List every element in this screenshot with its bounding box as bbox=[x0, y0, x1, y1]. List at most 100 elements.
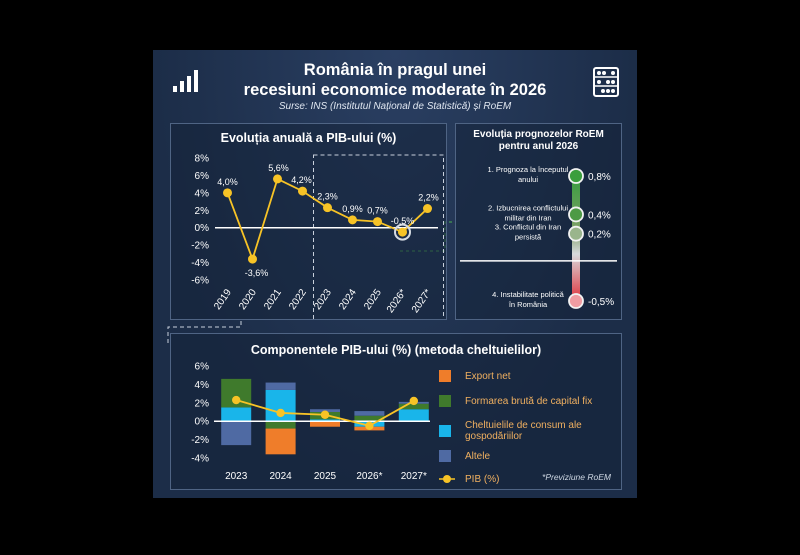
y-tick-label: -4% bbox=[191, 454, 209, 465]
data-point bbox=[348, 215, 357, 225]
data-label: -0,5% bbox=[391, 216, 415, 226]
page-title-line1: România în pragul unei bbox=[303, 61, 487, 79]
footnote: *Previziune RoEM bbox=[542, 472, 611, 482]
data-label: 4,0% bbox=[217, 177, 238, 187]
bar-segment bbox=[265, 382, 296, 390]
y-tick-label: -2% bbox=[191, 435, 209, 446]
data-point bbox=[423, 204, 432, 214]
y-tick-label: 6% bbox=[195, 171, 210, 182]
x-tick-label: 2024 bbox=[269, 471, 292, 482]
gdp-components-panel: Componentele PIB-ului (%) (metoda cheltu… bbox=[170, 333, 622, 490]
bar-segment bbox=[354, 415, 385, 422]
y-tick-label: -6% bbox=[191, 276, 209, 287]
forecast-value-label: -0,5% bbox=[588, 297, 614, 308]
x-tick-label: 2026* bbox=[356, 471, 382, 482]
data-point bbox=[298, 186, 307, 196]
forecast-point-label: anului bbox=[518, 175, 538, 184]
gdp-components-chart: 6% 4% 2% 0% -2% -4% 2023 2024 2025 2026* 2027* bbox=[191, 362, 430, 482]
forecast-highlight-box bbox=[313, 154, 444, 319]
x-tick-label: 2019 bbox=[212, 287, 234, 312]
forecast-point bbox=[568, 293, 584, 309]
y-tick-label: 0% bbox=[195, 223, 210, 234]
data-point bbox=[323, 203, 332, 213]
forecast-point-label: în România bbox=[508, 300, 548, 309]
legend-label-capital: Formarea brută de capital fix bbox=[465, 395, 593, 407]
x-tick-label: 2024 bbox=[337, 287, 359, 312]
x-tick-label: 2021 bbox=[262, 287, 284, 312]
x-tick-label: 2023 bbox=[225, 471, 248, 482]
y-tick-label: 2% bbox=[195, 398, 210, 409]
infographic-card: România în pragul unei recesiuni economi… bbox=[153, 50, 637, 498]
abacus-icon bbox=[593, 67, 619, 102]
legend-item-capital: Formarea brută de capital fix bbox=[439, 395, 592, 407]
forecast-panel: Evoluția prognozelor RoEM pentru anul 20… bbox=[455, 123, 622, 320]
y-tick-label: 8% bbox=[195, 154, 210, 165]
gdp-annual-panel: Evoluția anuală a PIB-ului (%) 8% 6% 4% 2% 0… bbox=[170, 123, 447, 320]
forecast-title: Evoluția prognozelor RoEM pentru anul 20… bbox=[456, 129, 621, 153]
y-tick-label: 2% bbox=[195, 206, 210, 217]
bar-segment bbox=[398, 409, 429, 422]
bar-segment bbox=[265, 428, 296, 455]
y-tick-label: -4% bbox=[191, 258, 209, 269]
x-tick-label: 2026* bbox=[385, 287, 409, 315]
gdp-point bbox=[320, 410, 330, 419]
legend-label-consumption: Cheltuielile de consum ale gospodăriilor bbox=[465, 420, 582, 442]
legend-label-other: Altele bbox=[465, 450, 491, 462]
legend-label-gdp: PIB (%) bbox=[465, 473, 500, 485]
y-tick-label: 4% bbox=[195, 188, 210, 199]
bar-segment bbox=[221, 407, 252, 422]
data-point bbox=[398, 227, 407, 237]
data-label: 5,6% bbox=[268, 163, 289, 173]
bar-segment bbox=[310, 421, 340, 427]
data-label: 0,7% bbox=[367, 206, 388, 216]
forecast-point bbox=[568, 168, 584, 184]
x-tick-label: 2023 bbox=[312, 287, 334, 312]
gdp-components-title: Componentele PIB-ului (%) (metoda cheltu… bbox=[250, 343, 542, 357]
forecast-title-line1: Evoluția prognozelor RoEM bbox=[473, 129, 604, 140]
bar-signal-icon bbox=[173, 70, 199, 99]
forecast-point-label: 3. Conflictul din Iran bbox=[495, 223, 561, 232]
data-label: 0,9% bbox=[342, 204, 363, 214]
forecast-point-label: militar din Iran bbox=[504, 213, 551, 222]
legend-swatch-other bbox=[439, 450, 451, 462]
legend-label-export: Export net bbox=[465, 370, 511, 382]
data-point bbox=[373, 217, 382, 227]
bar-segment bbox=[398, 403, 429, 410]
source-text: Surse: INS (Institutul Național de Stati… bbox=[278, 101, 512, 112]
data-point bbox=[223, 188, 232, 198]
legend-item-export: Export net bbox=[439, 370, 511, 382]
legend-swatch-gdp bbox=[439, 475, 455, 483]
data-label: 2,3% bbox=[317, 192, 338, 202]
bar-segment bbox=[221, 421, 252, 446]
forecast-value-label: 0,2% bbox=[588, 230, 611, 241]
data-point bbox=[273, 174, 282, 184]
gdp-point bbox=[276, 408, 285, 418]
forecast-point-label: 1. Prognoza la începutul bbox=[488, 165, 569, 174]
bar-segment bbox=[310, 419, 340, 422]
data-label: 4,2% bbox=[291, 175, 312, 185]
x-tick-label: 2022 bbox=[287, 287, 309, 312]
x-tick-label: 2020 bbox=[237, 287, 259, 312]
forecast-value-label: 0,8% bbox=[588, 172, 611, 183]
forecast-value-label: 0,4% bbox=[588, 210, 611, 221]
legend-item-other: Altele bbox=[439, 450, 490, 462]
forecast-point-label: 2. Izbucnirea conflictului bbox=[488, 203, 568, 212]
bar-segment bbox=[265, 421, 296, 429]
data-point bbox=[248, 254, 257, 264]
x-tick-label: 2027* bbox=[401, 471, 427, 482]
gdp-point bbox=[365, 421, 374, 430]
y-tick-label: 0% bbox=[195, 417, 210, 428]
highlight-ring bbox=[394, 223, 411, 241]
x-tick-label: 2025 bbox=[314, 471, 337, 482]
gdp-annual-chart: 8% 6% 4% 2% 0% -2% -4% -6% 4,0% -3,6% 5,6%4,2% 2,3%… bbox=[191, 154, 444, 319]
y-tick-label: -2% bbox=[191, 241, 209, 252]
x-tick-label: 2025 bbox=[362, 287, 384, 312]
x-tick-label: 2027* bbox=[410, 287, 434, 315]
legend: Export net Formarea brută de capital fix… bbox=[439, 370, 619, 485]
legend-item-consumption: Cheltuielile de consum ale gospodăriilor bbox=[439, 420, 600, 442]
forecast-point bbox=[568, 206, 584, 223]
gdp-point bbox=[409, 396, 418, 406]
data-label: -3,6% bbox=[245, 268, 269, 278]
forecast-point-label: persistă bbox=[515, 233, 542, 242]
